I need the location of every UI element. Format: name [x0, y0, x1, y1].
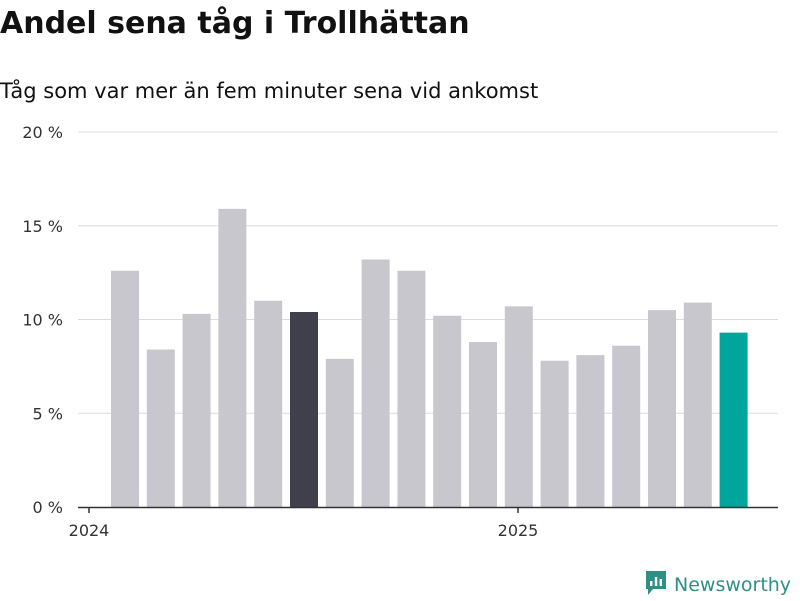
y-tick-label: 0 % — [33, 498, 63, 517]
x-axis: 2024 2025 — [69, 506, 778, 540]
bar — [433, 315, 462, 507]
bar — [397, 270, 426, 507]
bar — [290, 312, 318, 507]
bar — [182, 313, 211, 507]
bar — [325, 358, 354, 507]
chart-subtitle: Tåg som var mer än fem minuter sena vid … — [0, 79, 539, 103]
bar — [719, 332, 748, 507]
bar — [576, 355, 605, 507]
chart-title: Andel sena tåg i Trollhättan — [0, 6, 470, 41]
x-tick-label: 2025 — [498, 521, 539, 540]
bars — [111, 208, 748, 507]
y-tick-label: 10 % — [22, 311, 63, 330]
bar — [146, 349, 175, 507]
bar — [683, 302, 712, 507]
y-tick-label: 20 % — [22, 123, 63, 142]
y-tick-label: 5 % — [33, 404, 63, 423]
x-tick-label: 2024 — [69, 521, 110, 540]
brand-name: Newsworthy — [674, 574, 792, 596]
y-tick-label: 15 % — [22, 217, 63, 236]
y-tick-labels: 0 % 5 % 10 % 15 % 20 % — [22, 123, 63, 517]
brand-logo: Newsworthy — [644, 570, 791, 600]
bar — [504, 306, 533, 507]
bar — [540, 360, 569, 507]
bar — [111, 270, 139, 507]
bar — [254, 300, 283, 507]
bar — [218, 208, 247, 507]
newsworthy-logo-icon — [644, 569, 668, 601]
bar — [612, 345, 641, 507]
bar — [361, 259, 390, 507]
bar — [648, 310, 676, 507]
bar — [469, 342, 497, 507]
